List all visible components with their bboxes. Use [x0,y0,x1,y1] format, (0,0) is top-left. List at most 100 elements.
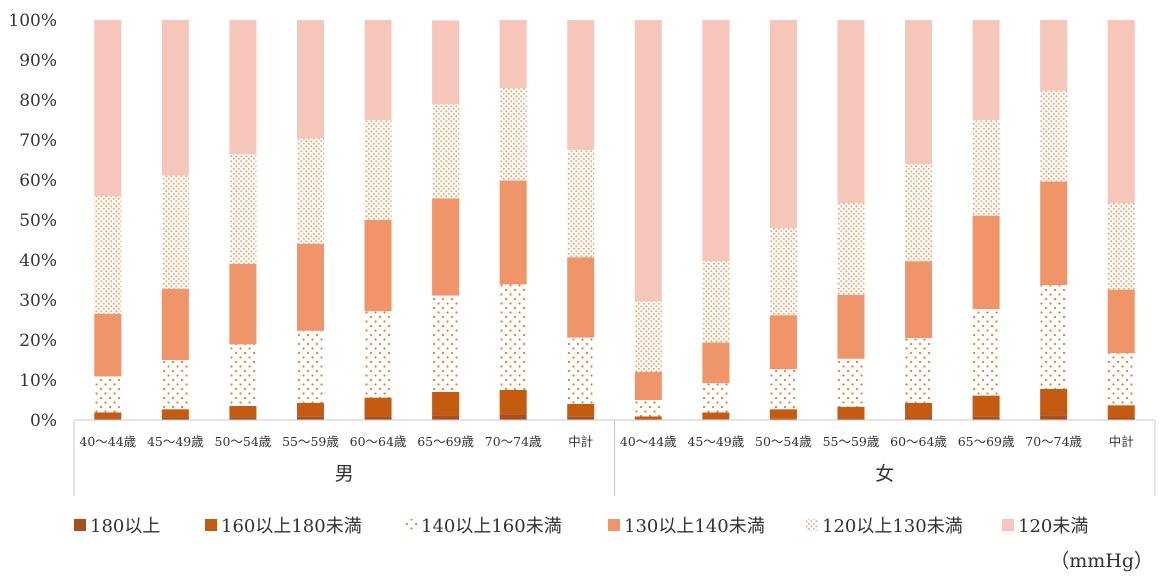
y-tick-label: 80% [19,91,57,111]
bar-segment [229,264,256,344]
bar-segment [229,406,256,417]
bar-segment [94,412,121,418]
bar-segment [432,20,459,104]
bar-segment [1108,20,1135,203]
bar-segment [702,261,729,342]
bar-segment [297,20,324,138]
bar-segment [567,150,594,257]
y-axis: 0%10%20%30%40%50%60%70%80%90%100% [8,11,57,431]
bar-segment [567,257,594,337]
bar-segment [567,338,594,404]
bar-segment [973,20,1000,120]
x-tick-label: 45～49歳 [147,434,204,449]
bar-segment [365,398,392,417]
bar-segment [837,20,864,203]
bar-segment [365,220,392,311]
bar-segment [162,409,189,417]
bar-segment [500,390,527,414]
bar-segment [837,203,864,295]
bar-segment [837,295,864,359]
bar-segment [702,412,729,419]
bar-segment [770,20,797,228]
bar-segment [973,120,1000,216]
bar-segment [1108,203,1135,289]
bar-segment [432,392,459,416]
bar-segment [162,20,189,176]
bar-segment [770,228,797,315]
bar-segment [297,331,324,403]
bar-segment [297,244,324,331]
bar-segment [229,154,256,264]
x-tick-label: 40～44歳 [79,434,136,449]
bar-segment [297,403,324,417]
legend-label: 120以上130未満 [822,516,963,537]
bar-segment [635,372,662,400]
bar-segment [500,88,527,180]
bar-segment [162,360,189,409]
bar-segment [500,414,527,420]
legend-label: 180以上 [90,516,160,537]
bar-segment [770,369,797,409]
bar-segment [1040,91,1067,182]
bar-segment [702,383,729,412]
bar-segment [432,104,459,198]
bar-segment [770,409,797,419]
bar-segment [635,302,662,372]
bar-segment [837,359,864,407]
bar-segment [905,338,932,403]
y-tick-label: 0% [30,411,57,431]
bar-segment [500,180,527,284]
group-label: 男 [335,463,354,485]
y-tick-label: 60% [19,171,57,191]
x-tick-label: 55～59歳 [823,434,880,449]
bar-segment [905,261,932,338]
bar-segment [1040,20,1067,91]
legend-swatch [608,519,620,531]
bar-segment [635,20,662,302]
y-tick-label: 70% [19,131,57,151]
bar-segment [905,20,932,164]
bar-segment [365,311,392,397]
bar-segment [905,403,932,418]
x-tick-label: 65～69歳 [958,434,1015,449]
bar-segment [432,198,459,295]
bar-segment [365,416,392,420]
bar-segment [500,284,527,390]
x-tick-label: 40～44歳 [620,434,677,449]
bar-segment [432,296,459,392]
bar-segment [837,407,864,419]
bar-segment [162,176,189,289]
bar-segment [905,164,932,261]
legend-label: 130以上140未満 [624,516,765,537]
bar-segment [1040,389,1067,415]
bar-segment [162,289,189,360]
bar-segment [229,344,256,406]
y-tick-label: 90% [19,51,57,71]
y-tick-label: 40% [19,251,57,271]
bar-segment [635,416,662,419]
legend-label: 120未満 [1018,516,1088,537]
bar-segment [973,309,1000,395]
bar-segment [567,20,594,150]
bar-segment [94,20,121,196]
bar-segment [94,196,121,314]
bar-segment [973,216,1000,310]
bar-segment [1040,182,1067,286]
bar-segment [770,315,797,369]
bar-segment [229,20,256,154]
bar-segment [365,20,392,120]
x-tick-label: 中計 [568,434,593,449]
bar-segment [1040,285,1067,389]
legend-swatch [205,519,217,531]
bar-segment [500,20,527,88]
x-tick-label: 50～54歳 [215,434,272,449]
legend-swatch [806,519,818,531]
bar-segment [432,416,459,420]
y-tick-label: 50% [19,211,57,231]
bar-segment [1108,290,1135,354]
legend-label: 140以上160未満 [421,516,562,537]
x-tick-label: 50～54歳 [755,434,812,449]
bar-stacks [94,20,1134,420]
group-label: 女 [875,463,894,485]
